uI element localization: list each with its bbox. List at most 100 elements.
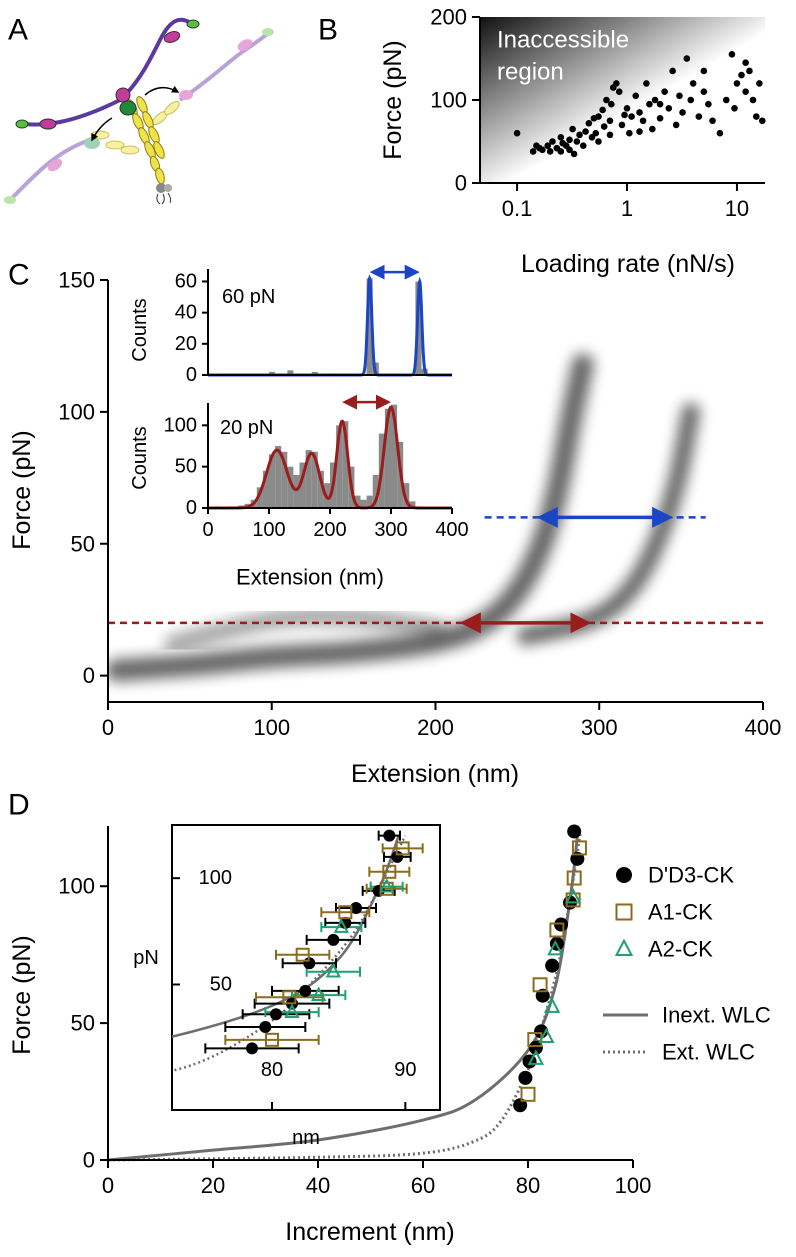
point bbox=[600, 123, 608, 130]
point bbox=[595, 138, 602, 145]
point bbox=[695, 113, 703, 120]
point bbox=[649, 125, 656, 133]
point bbox=[621, 111, 628, 119]
point bbox=[576, 131, 583, 139]
point bbox=[582, 128, 589, 135]
error-bar bbox=[368, 866, 411, 877]
histogram-bar bbox=[384, 408, 391, 508]
point bbox=[709, 117, 716, 125]
point bbox=[656, 114, 664, 122]
histogram-bar bbox=[391, 404, 398, 508]
point bbox=[311, 986, 327, 1001]
point bbox=[679, 109, 686, 116]
point bbox=[325, 963, 341, 978]
error-bar bbox=[275, 949, 331, 960]
point bbox=[338, 905, 353, 920]
y-tick-label: 100 bbox=[58, 399, 95, 424]
point bbox=[651, 96, 659, 104]
point bbox=[733, 80, 741, 87]
histogram-bar bbox=[409, 501, 416, 508]
panel-label: A bbox=[8, 14, 28, 47]
point bbox=[543, 997, 561, 1013]
point bbox=[588, 134, 596, 141]
point bbox=[564, 887, 582, 904]
histogram-bar bbox=[360, 499, 367, 508]
x-tick-label: 10 bbox=[725, 196, 749, 221]
point bbox=[566, 870, 582, 886]
error-bar bbox=[320, 907, 371, 918]
model-curve bbox=[107, 831, 580, 1162]
point bbox=[513, 129, 521, 137]
point bbox=[259, 1021, 272, 1034]
point bbox=[554, 917, 569, 932]
point bbox=[585, 119, 593, 127]
point bbox=[545, 958, 560, 973]
y-tick-label: 0 bbox=[83, 1148, 95, 1173]
x-tick-label: 200 bbox=[417, 715, 454, 740]
inaccessible-region bbox=[480, 17, 765, 183]
point bbox=[350, 901, 362, 914]
point bbox=[246, 1042, 258, 1055]
y-tick-label: 100 bbox=[58, 874, 95, 899]
point bbox=[339, 916, 352, 929]
x-tick-label: 60 bbox=[411, 1173, 435, 1198]
point bbox=[333, 918, 349, 933]
y-tick-label: 100 bbox=[430, 88, 467, 113]
point bbox=[700, 88, 708, 95]
point bbox=[665, 105, 673, 112]
point bbox=[379, 877, 395, 893]
point bbox=[606, 131, 614, 139]
point bbox=[518, 1070, 533, 1085]
y-axis-label: Force (pN) bbox=[8, 430, 36, 549]
annotation: Inaccessible bbox=[497, 27, 629, 54]
point bbox=[689, 80, 697, 87]
point bbox=[626, 129, 633, 137]
y-tick-label: 150 bbox=[58, 268, 95, 293]
x-tick-label: 200 bbox=[313, 519, 346, 541]
point bbox=[683, 55, 691, 62]
histogram-bar bbox=[366, 278, 373, 375]
panel-label: B bbox=[318, 14, 338, 47]
model-curve bbox=[172, 835, 400, 1038]
point bbox=[265, 1032, 279, 1047]
x-tick-label: 100 bbox=[252, 519, 285, 541]
point bbox=[742, 59, 749, 66]
point bbox=[661, 88, 668, 95]
point bbox=[532, 977, 548, 993]
point bbox=[570, 150, 578, 158]
histogram-bar bbox=[317, 470, 324, 508]
annotation: region bbox=[497, 59, 564, 86]
point bbox=[529, 148, 537, 155]
point bbox=[636, 109, 643, 116]
y-axis-label: Counts bbox=[129, 426, 151, 489]
histogram-bar bbox=[305, 450, 312, 508]
histogram-bar bbox=[287, 370, 294, 375]
x-tick-label: 40 bbox=[306, 1173, 330, 1198]
x-tick-label: 80 bbox=[261, 1059, 283, 1081]
point bbox=[284, 1003, 300, 1018]
histogram-bar bbox=[256, 487, 263, 508]
inset-label: 60 pN bbox=[222, 286, 275, 308]
y-axis-label: Counts bbox=[129, 298, 151, 361]
legend-marker bbox=[616, 867, 632, 883]
x-tick-label: 0 bbox=[102, 715, 114, 740]
histogram-bar bbox=[269, 454, 276, 508]
x-tick-label: 100 bbox=[253, 715, 290, 740]
point bbox=[676, 92, 683, 100]
point bbox=[606, 117, 614, 125]
point bbox=[722, 96, 730, 104]
histogram-bar bbox=[281, 451, 288, 508]
x-axis-label: Extension (nm) bbox=[236, 565, 384, 590]
histogram-bar bbox=[372, 474, 379, 508]
x-tick-label: 300 bbox=[581, 715, 618, 740]
point bbox=[672, 121, 680, 129]
x-tick-label: 400 bbox=[435, 519, 468, 541]
point bbox=[573, 138, 581, 145]
point bbox=[395, 841, 410, 856]
x-axis-label: Increment (nm) bbox=[285, 1218, 454, 1246]
x-tick-label: 80 bbox=[516, 1173, 540, 1198]
x-axis-label: Extension (nm) bbox=[351, 760, 519, 788]
point bbox=[758, 117, 766, 125]
x-tick-label: 90 bbox=[394, 1059, 416, 1081]
